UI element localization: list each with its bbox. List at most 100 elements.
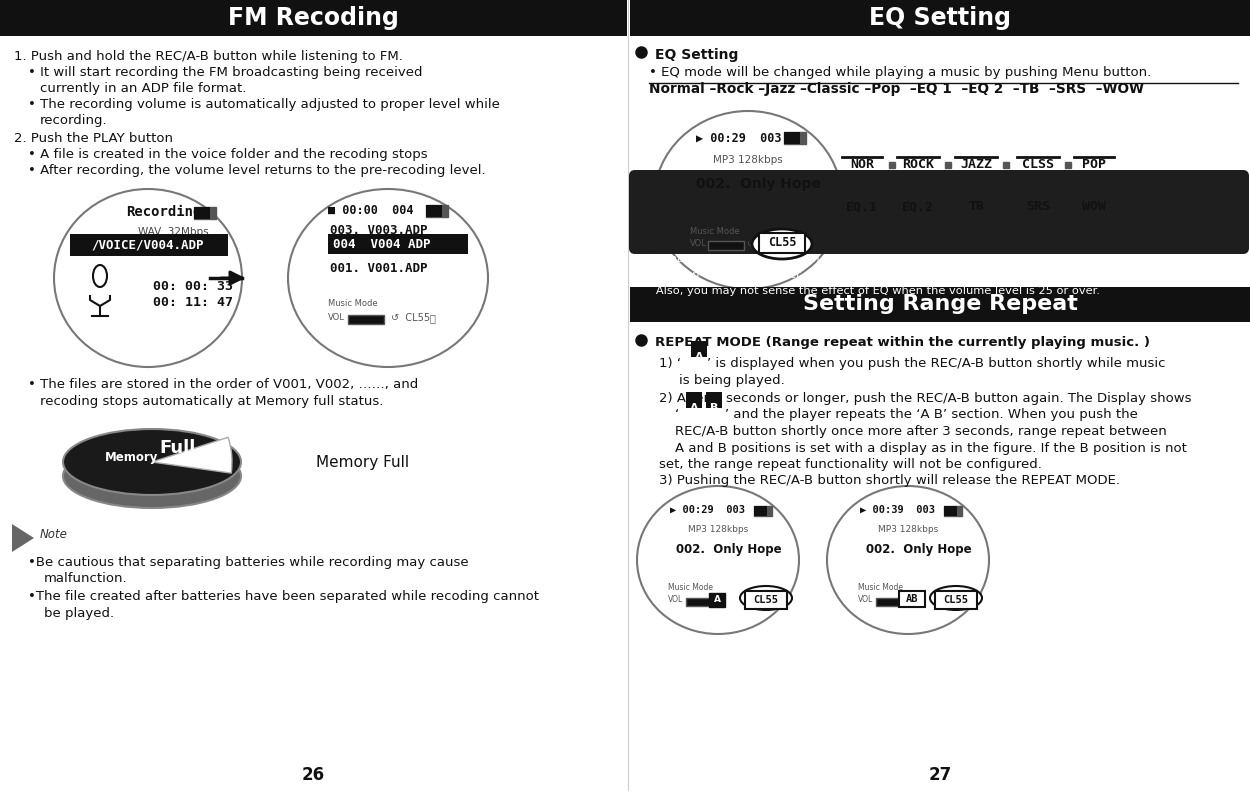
Text: 002.  Only Hope: 002. Only Hope [696, 177, 821, 191]
Ellipse shape [752, 229, 812, 259]
FancyBboxPatch shape [709, 593, 725, 607]
Text: • The files are stored in the order of V001, V002, ……, and: • The files are stored in the order of V… [28, 378, 419, 391]
Text: EQ Setting: EQ Setting [655, 48, 739, 62]
Text: EQ.2: EQ.2 [902, 200, 934, 214]
FancyBboxPatch shape [784, 132, 800, 144]
Text: 3) Pushing the REC/A-B button shortly will release the REPEAT MODE.: 3) Pushing the REC/A-B button shortly wi… [659, 474, 1120, 487]
Text: 27: 27 [929, 766, 951, 784]
Text: 1. Push and hold the REC/A-B button while listening to FM.: 1. Push and hold the REC/A-B button whil… [14, 50, 402, 63]
FancyBboxPatch shape [686, 598, 716, 606]
FancyBboxPatch shape [759, 233, 805, 253]
Text: Setting Range Repeat: Setting Range Repeat [802, 294, 1078, 314]
Text: ▶ 00:39  003: ▶ 00:39 003 [860, 505, 935, 515]
Text: VOL: VOL [858, 596, 874, 604]
Text: SRS: SRS [1026, 200, 1050, 214]
Text: B: B [710, 403, 719, 413]
Text: 00: 00: 33: 00: 00: 33 [152, 279, 232, 293]
Text: CL55: CL55 [944, 595, 969, 605]
Text: A: A [690, 403, 699, 413]
Text: Memory: Memory [105, 452, 159, 464]
FancyBboxPatch shape [194, 207, 216, 219]
Text: ■ 00:00  004: ■ 00:00 004 [328, 203, 414, 217]
Text: ✱It may cause deterioration in sound quality depending on the source of music.: ✱It may cause deterioration in sound qua… [645, 254, 1102, 264]
Text: currently in an ADP file format.: currently in an ADP file format. [40, 82, 246, 95]
Text: AB: AB [906, 594, 919, 604]
Text: TB: TB [968, 200, 984, 214]
Text: JAZZ: JAZZ [960, 158, 992, 172]
Text: CLSS: CLSS [1022, 158, 1054, 172]
Text: ↺: ↺ [740, 595, 748, 605]
Text: A and B positions is set with a display as in the figure. If the B position is n: A and B positions is set with a display … [675, 442, 1188, 455]
FancyBboxPatch shape [876, 598, 906, 606]
Text: 1) ‘: 1) ‘ [659, 357, 681, 370]
Text: 26: 26 [301, 766, 325, 784]
Ellipse shape [62, 444, 241, 508]
Text: 003. V003.ADP: 003. V003.ADP [330, 225, 428, 237]
FancyBboxPatch shape [754, 506, 772, 516]
Ellipse shape [54, 189, 243, 367]
Text: NOR: NOR [850, 158, 874, 172]
Text: Also, you may not sense the effect of EQ when the volume level is 25 or over.: Also, you may not sense the effect of EQ… [645, 286, 1100, 296]
Text: •Be cautious that separating batteries while recording may cause: •Be cautious that separating batteries w… [28, 556, 469, 569]
Text: You can enjoy with better sound quality by setting the EQ as desired.: You can enjoy with better sound quality … [645, 270, 1050, 280]
Text: 002.  Only Hope: 002. Only Hope [676, 543, 781, 557]
Ellipse shape [740, 586, 792, 610]
Text: REPEAT MODE (Range repeat within the currently playing music. ): REPEAT MODE (Range repeat within the cur… [655, 336, 1150, 349]
FancyBboxPatch shape [70, 234, 228, 256]
Ellipse shape [288, 189, 488, 367]
Text: ’ and the player repeats the ‘A B’ section. When you push the: ’ and the player repeats the ‘A B’ secti… [725, 408, 1138, 421]
Text: MP3 128kbps: MP3 128kbps [878, 525, 938, 535]
FancyBboxPatch shape [630, 287, 1250, 322]
FancyBboxPatch shape [935, 591, 978, 609]
FancyBboxPatch shape [426, 205, 448, 217]
Text: Music Mode: Music Mode [858, 584, 902, 592]
Text: • It will start recording the FM broadcasting being received: • It will start recording the FM broadca… [28, 66, 422, 79]
Ellipse shape [62, 429, 241, 495]
Text: A: A [695, 352, 704, 362]
Text: FM Recoding: FM Recoding [228, 6, 399, 30]
Text: • A file is created in the voice folder and the recoding stops: • A file is created in the voice folder … [28, 148, 428, 161]
Text: 🔥: 🔥 [430, 313, 436, 323]
Text: ’ is displayed when you push the REC/A-B button shortly while music: ’ is displayed when you push the REC/A-B… [707, 357, 1165, 370]
Text: WOW: WOW [1082, 200, 1106, 214]
Text: •The file created after batteries have been separated while recoding cannot: •The file created after batteries have b… [28, 590, 539, 603]
Text: 2. Push the PLAY button: 2. Push the PLAY button [14, 132, 172, 145]
FancyBboxPatch shape [784, 132, 806, 144]
FancyBboxPatch shape [754, 506, 768, 516]
Text: ↺  CL55: ↺ CL55 [391, 313, 430, 323]
Wedge shape [152, 437, 232, 473]
Text: WAV  32Mbps: WAV 32Mbps [138, 227, 209, 237]
FancyBboxPatch shape [944, 506, 962, 516]
Text: is being played.: is being played. [679, 374, 785, 387]
Text: MP3 128kbps: MP3 128kbps [712, 155, 782, 165]
FancyBboxPatch shape [0, 0, 628, 36]
Text: ▶ 00:29  003: ▶ 00:29 003 [696, 131, 781, 145]
Text: 002.  Only Hope: 002. Only Hope [866, 543, 971, 557]
FancyBboxPatch shape [348, 315, 384, 324]
Text: Music Mode: Music Mode [690, 228, 740, 237]
Text: ROCK: ROCK [902, 158, 934, 172]
FancyBboxPatch shape [706, 392, 722, 408]
Text: • EQ mode will be changed while playing a music by pushing Menu button.: • EQ mode will be changed while playing … [649, 66, 1151, 79]
FancyBboxPatch shape [328, 234, 468, 254]
Text: 2) After 3 seconds or longer, push the REC/A-B button again. The Display shows: 2) After 3 seconds or longer, push the R… [659, 392, 1191, 405]
FancyBboxPatch shape [899, 591, 925, 607]
FancyBboxPatch shape [745, 591, 788, 609]
Ellipse shape [638, 486, 799, 634]
Text: set, the range repeat functionality will not be configured.: set, the range repeat functionality will… [659, 458, 1042, 471]
Text: • The recording volume is automatically adjusted to proper level while: • The recording volume is automatically … [28, 98, 500, 111]
Text: A: A [714, 596, 720, 604]
Text: POP: POP [1082, 158, 1106, 172]
Text: Memory Full: Memory Full [316, 455, 409, 470]
Text: CL55: CL55 [754, 595, 779, 605]
Text: ↺: ↺ [748, 239, 755, 249]
Text: REC/A-B button shortly once more after 3 seconds, range repeat between: REC/A-B button shortly once more after 3… [675, 425, 1166, 438]
FancyBboxPatch shape [707, 241, 744, 250]
Text: VOL: VOL [690, 240, 708, 248]
Text: recording.: recording. [40, 114, 107, 127]
Text: • After recording, the volume level returns to the pre-recoding level.: • After recording, the volume level retu… [28, 164, 485, 177]
Text: Full: Full [160, 439, 196, 457]
Text: ▶ 00:29  003: ▶ 00:29 003 [670, 505, 745, 515]
FancyBboxPatch shape [944, 506, 958, 516]
Text: Normal –Rock –Jazz –Classic –Pop  –EQ 1  –EQ 2  –TB  –SRS  –WOW: Normal –Rock –Jazz –Classic –Pop –EQ 1 –… [649, 82, 1144, 96]
